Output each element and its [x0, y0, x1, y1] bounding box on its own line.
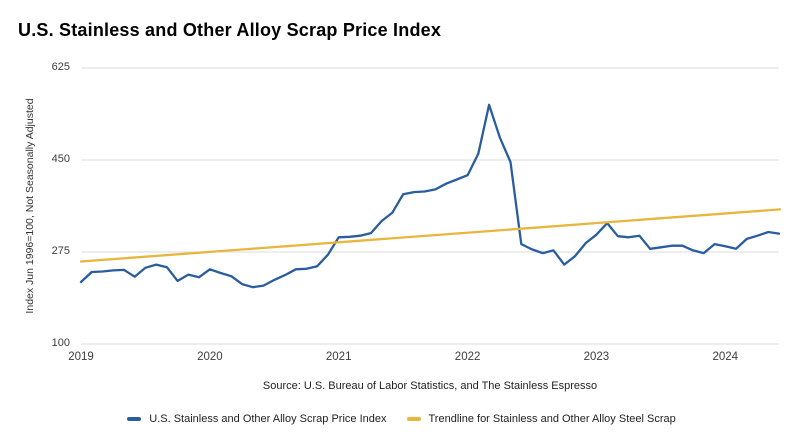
- y-tick-label: 275: [51, 245, 70, 257]
- x-tick-label: 2024: [712, 351, 739, 363]
- y-tick-label: 625: [51, 61, 70, 73]
- x-tick-label: 2021: [325, 351, 352, 363]
- trendline-legend-label: Trendline for Stainless and Other Alloy …: [428, 413, 676, 425]
- price-index-series-swatch: [127, 417, 142, 421]
- x-tick-label: 2022: [454, 351, 481, 363]
- y-tick-label: 450: [51, 153, 70, 165]
- legend-item-price-index: U.S. Stainless and Other Alloy Scrap Pri…: [127, 413, 387, 425]
- x-tick-label: 2023: [583, 351, 610, 363]
- trendline-series-swatch: [406, 417, 421, 421]
- source-attribution: Source: U.S. Bureau of Labor Statistics,…: [262, 380, 598, 392]
- x-tick-label: 2020: [197, 351, 223, 363]
- legend-item-trendline: Trendline for Stainless and Other Alloy …: [406, 413, 676, 425]
- y-tick-label: 100: [51, 337, 70, 349]
- price-index-legend-label: U.S. Stainless and Other Alloy Scrap Pri…: [149, 413, 387, 425]
- legend: U.S. Stainless and Other Alloy Scrap Pri…: [0, 413, 803, 425]
- x-tick-label: 2019: [68, 351, 94, 363]
- price-index-line: [79, 103, 781, 289]
- chart-title: U.S. Stainless and Other Alloy Scrap Pri…: [18, 20, 442, 40]
- y-axis-title: Index Jun 1996=100, Not Seasonally Adjus…: [24, 98, 36, 314]
- trendline: [79, 208, 782, 263]
